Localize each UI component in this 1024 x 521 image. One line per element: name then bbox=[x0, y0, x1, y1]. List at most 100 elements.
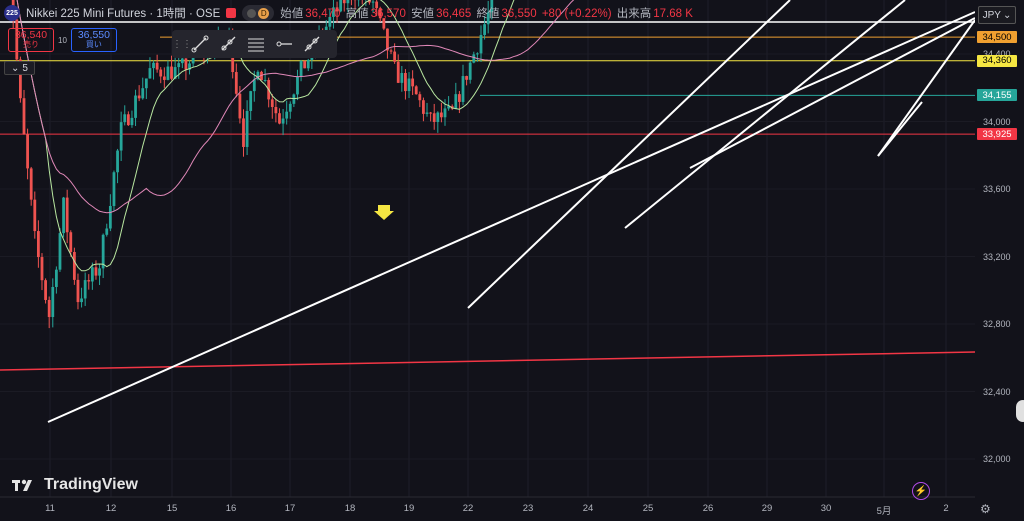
trend-line-icon[interactable] bbox=[186, 32, 214, 56]
candle-body bbox=[454, 94, 458, 109]
candle-body bbox=[112, 172, 116, 206]
price-tick: 33,600 bbox=[983, 184, 1011, 194]
candle-body bbox=[148, 68, 152, 79]
candle-body bbox=[486, 12, 490, 25]
candle-body bbox=[116, 150, 119, 173]
candle-body bbox=[130, 117, 134, 126]
extended-line-icon[interactable] bbox=[298, 32, 326, 56]
candle-body bbox=[238, 93, 242, 119]
candle-body bbox=[270, 99, 274, 108]
price-label[interactable]: 34,500 bbox=[977, 31, 1017, 44]
candle-body bbox=[432, 113, 436, 122]
candle-body bbox=[184, 58, 188, 70]
time-tick: 15 bbox=[166, 503, 178, 514]
price-label[interactable]: 34,155 bbox=[977, 89, 1017, 102]
candle-body bbox=[170, 66, 173, 79]
candle-body bbox=[440, 112, 443, 118]
candle-body bbox=[386, 28, 389, 51]
candle-body bbox=[368, 0, 371, 3]
candle-body bbox=[292, 94, 296, 104]
candle-body bbox=[400, 72, 404, 83]
price-label[interactable]: 33,925 bbox=[977, 128, 1017, 141]
candle-body bbox=[375, 1, 379, 9]
currency-selector[interactable]: JPY ⌄ bbox=[978, 6, 1016, 24]
support-trend-line bbox=[0, 351, 976, 371]
tradingview-logo[interactable]: TradingView bbox=[12, 476, 138, 494]
candle-body bbox=[159, 69, 163, 77]
candle-body bbox=[278, 113, 281, 124]
candle-body bbox=[18, 59, 22, 99]
candle-body bbox=[296, 76, 299, 95]
candle-body bbox=[33, 199, 37, 232]
candle-body bbox=[72, 251, 76, 280]
candle-body bbox=[162, 76, 166, 80]
trend-line bbox=[689, 17, 976, 169]
candle-body bbox=[465, 76, 468, 80]
low-value: 36,465 bbox=[436, 8, 472, 20]
indicator-pill[interactable]: D bbox=[242, 5, 275, 21]
candle-body bbox=[87, 280, 91, 282]
gear-icon[interactable]: ⚙ bbox=[980, 502, 991, 516]
candle-body bbox=[152, 62, 155, 69]
scroll-handle[interactable] bbox=[1016, 400, 1024, 422]
candle-body bbox=[418, 94, 422, 101]
candle-body bbox=[443, 108, 447, 118]
candle-body bbox=[458, 94, 461, 102]
arrow-down-marker-icon bbox=[374, 205, 394, 220]
buy-button[interactable]: 36,550 買い bbox=[70, 28, 117, 52]
horizontal-ray-icon[interactable] bbox=[270, 32, 298, 56]
trend-line bbox=[877, 101, 923, 157]
symbol-header: 225 Nikkei 225 Mini Futures · 1時間 · OSE … bbox=[4, 4, 695, 22]
candle-body bbox=[306, 59, 310, 69]
ray-icon[interactable] bbox=[214, 32, 242, 56]
price-label[interactable]: 34,360 bbox=[977, 54, 1017, 67]
time-tick: 2 bbox=[943, 503, 949, 514]
high-value: 36,570 bbox=[370, 8, 406, 20]
time-tick: 24 bbox=[582, 503, 594, 514]
spread-value: 10 bbox=[58, 35, 67, 45]
candle-body bbox=[83, 280, 87, 299]
candle-body bbox=[94, 267, 98, 276]
chevron-down-icon: ⌄ bbox=[1002, 9, 1012, 21]
candle-body bbox=[252, 79, 256, 92]
time-tick: 26 bbox=[702, 503, 714, 514]
volume-value: 17.68 K bbox=[653, 8, 693, 20]
multi-lines-icon[interactable] bbox=[242, 32, 270, 56]
candle-body bbox=[134, 95, 137, 118]
candle-body bbox=[242, 118, 245, 147]
indicator-toggle[interactable]: ⌄ 5 bbox=[4, 61, 35, 75]
candle-body bbox=[119, 122, 123, 151]
candle-body bbox=[393, 51, 397, 62]
drag-handle-icon[interactable]: ⋮⋮ bbox=[172, 38, 192, 50]
candle-body bbox=[234, 72, 238, 94]
close-label: 終値 bbox=[476, 8, 500, 20]
symbol-title[interactable]: Nikkei 225 Mini Futures · 1時間 · OSE bbox=[26, 8, 221, 20]
time-tick: 29 bbox=[761, 503, 773, 514]
buy-price: 36,550 bbox=[77, 29, 110, 41]
close-value: 36,550 bbox=[501, 8, 537, 20]
candle-body bbox=[407, 78, 411, 92]
currency-value: JPY bbox=[982, 9, 1001, 21]
dividend-badge[interactable]: D bbox=[258, 7, 270, 19]
candle-body bbox=[285, 111, 289, 119]
brand-name: TradingView bbox=[44, 476, 138, 493]
candle-body bbox=[263, 79, 267, 81]
candle-body bbox=[141, 88, 145, 99]
candle-body bbox=[54, 269, 58, 287]
candle-body bbox=[396, 61, 400, 83]
sell-button[interactable]: 36,540 売り bbox=[8, 28, 54, 52]
candle-body bbox=[62, 197, 65, 234]
candle-body bbox=[90, 267, 94, 282]
candle-body bbox=[249, 91, 253, 111]
high-label: 高値 bbox=[345, 8, 369, 20]
price-axis-bg bbox=[975, 0, 1024, 521]
lightning-icon[interactable]: ⚡ bbox=[912, 482, 930, 500]
candle-body bbox=[26, 134, 29, 169]
open-label: 始値 bbox=[280, 8, 304, 20]
buy-label: 買い bbox=[85, 40, 102, 49]
candle-body bbox=[166, 66, 170, 80]
candle-body bbox=[40, 257, 44, 281]
candle-body bbox=[180, 58, 184, 64]
